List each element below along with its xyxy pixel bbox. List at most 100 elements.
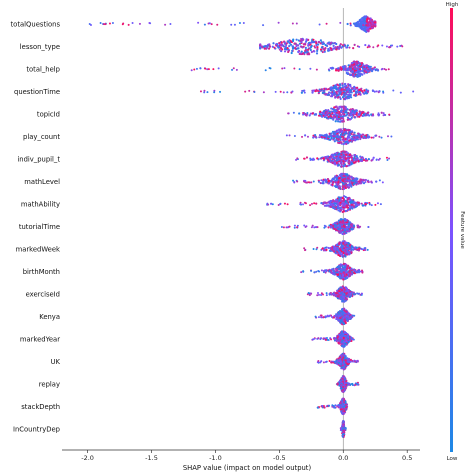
- shap-point: [291, 22, 294, 25]
- shap-point: [331, 134, 334, 137]
- shap-point: [340, 150, 343, 153]
- shap-point: [336, 202, 339, 205]
- shap-point: [342, 183, 345, 186]
- shap-point: [193, 68, 196, 71]
- shap-point: [350, 245, 353, 248]
- shap-point: [345, 183, 348, 186]
- shap-point: [303, 224, 306, 227]
- shap-point: [248, 89, 251, 92]
- shap-point: [309, 41, 313, 44]
- shap-point: [371, 113, 374, 116]
- shap-point: [337, 153, 340, 156]
- shap-point: [344, 114, 347, 117]
- shap-point: [341, 82, 344, 85]
- shap-point: [334, 105, 337, 108]
- shap-point: [356, 203, 359, 206]
- shap-point: [378, 179, 381, 182]
- shap-point: [322, 157, 325, 160]
- shap-point: [391, 44, 394, 47]
- shap-point: [283, 202, 286, 205]
- shap-point: [262, 91, 265, 94]
- shap-point: [356, 86, 359, 89]
- shap-point: [353, 314, 356, 317]
- shap-point: [318, 112, 321, 115]
- shap-point: [342, 368, 345, 371]
- shap-point: [340, 105, 343, 108]
- shap-point: [361, 90, 364, 93]
- shap-point: [367, 21, 371, 24]
- shap-point: [280, 226, 283, 229]
- shap-point: [111, 21, 114, 24]
- shap-point: [321, 111, 324, 115]
- shap-point: [341, 176, 344, 179]
- shap-point: [197, 21, 200, 24]
- shap-point: [353, 138, 356, 141]
- shap-point: [318, 89, 321, 92]
- shap-point: [286, 226, 289, 229]
- shap-point: [372, 46, 375, 49]
- shap-point: [352, 225, 355, 228]
- shap-point: [297, 50, 300, 53]
- shap-point: [332, 270, 335, 272]
- shap-point: [376, 45, 379, 48]
- shap-point: [374, 21, 377, 24]
- shap-point: [358, 74, 361, 77]
- shap-point: [342, 165, 345, 168]
- shap-point: [363, 89, 366, 92]
- shap-point: [360, 159, 364, 163]
- feature-row-dots: [295, 150, 391, 168]
- shap-point: [337, 69, 340, 72]
- feature-row-dots: [316, 352, 359, 371]
- shap-point: [388, 157, 391, 160]
- shap-point: [348, 108, 351, 112]
- shap-point: [326, 204, 329, 207]
- shap-point: [336, 248, 339, 251]
- shap-point: [387, 68, 390, 71]
- shap-point: [352, 90, 355, 93]
- shap-point: [326, 314, 329, 317]
- shap-point: [338, 363, 342, 366]
- shap-point: [366, 18, 369, 21]
- shap-point: [304, 226, 307, 229]
- shap-point: [325, 22, 328, 25]
- shap-point: [329, 95, 333, 98]
- shap-point: [348, 46, 351, 49]
- shap-point: [354, 158, 357, 161]
- shap-point: [348, 65, 351, 68]
- feature-row-dots: [199, 82, 415, 101]
- shap-point: [343, 244, 347, 247]
- shap-point: [336, 273, 339, 277]
- shap-point: [329, 199, 332, 203]
- shap-point: [327, 109, 330, 112]
- shap-point: [231, 68, 234, 71]
- shap-point: [344, 331, 347, 335]
- shap-point: [314, 135, 317, 138]
- shap-point: [353, 293, 356, 296]
- shap-point: [287, 40, 290, 43]
- shap-point: [313, 158, 316, 161]
- shap-point: [350, 130, 354, 133]
- shap-point: [315, 42, 318, 45]
- shap-point: [293, 67, 296, 70]
- shap-point: [382, 112, 385, 115]
- shap-point: [332, 250, 336, 253]
- shap-point: [370, 181, 373, 184]
- shap-point: [346, 248, 349, 251]
- shap-point: [322, 110, 326, 113]
- shap-point: [331, 178, 334, 181]
- shap-point: [342, 210, 345, 213]
- shap-point: [339, 286, 342, 289]
- shap-point: [296, 180, 299, 183]
- shap-point: [339, 198, 342, 201]
- shap-point: [287, 50, 290, 54]
- shap-point: [361, 248, 364, 251]
- shap-point: [347, 245, 350, 248]
- shap-point: [349, 110, 352, 113]
- shap-point: [315, 113, 318, 116]
- shap-point: [306, 53, 309, 56]
- shap-point: [374, 134, 377, 137]
- shap-point: [412, 90, 415, 93]
- shap-point: [342, 360, 345, 363]
- shap-point: [337, 120, 340, 123]
- shap-point: [333, 225, 336, 228]
